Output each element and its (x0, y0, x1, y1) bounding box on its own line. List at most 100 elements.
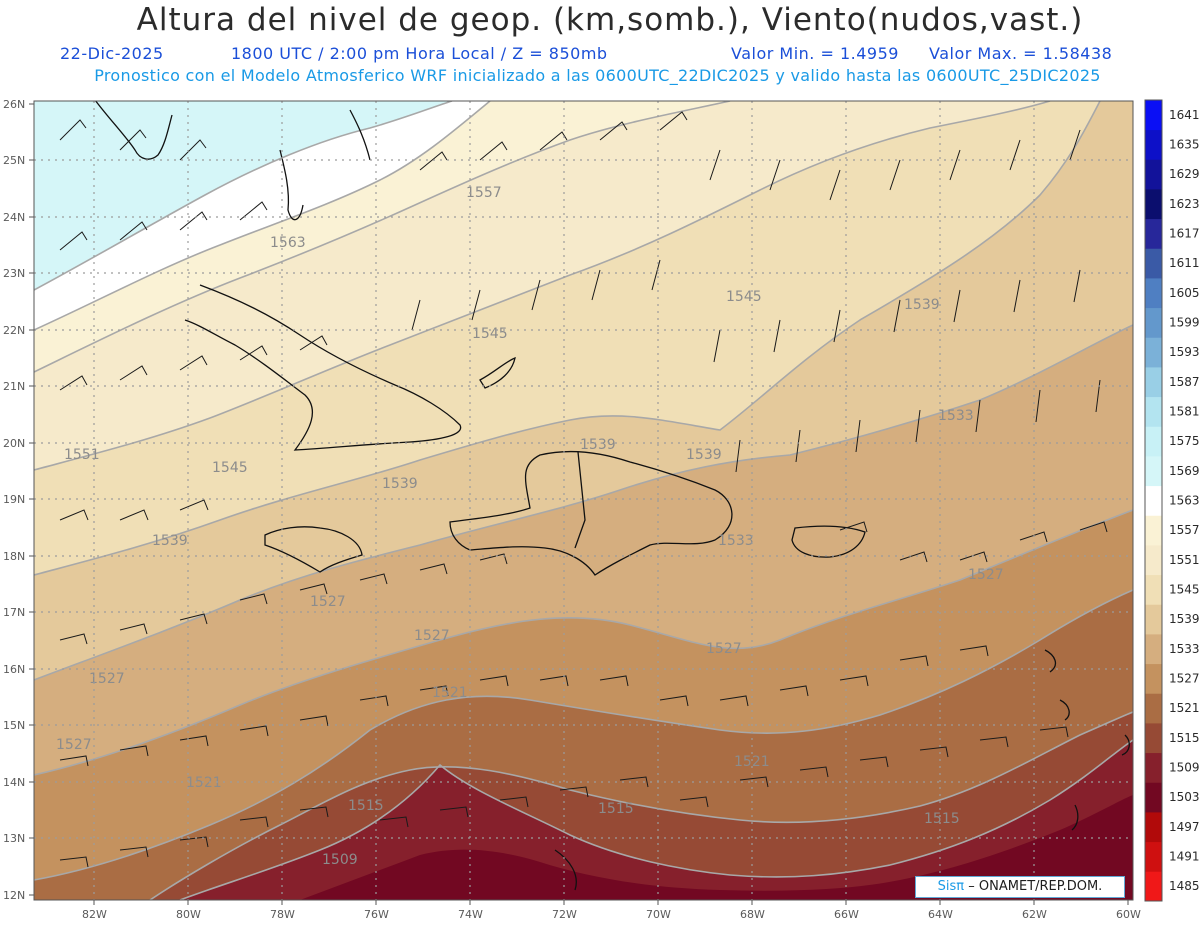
forecast-time-level: 1800 UTC / 2:00 pm Hora Local / Z = 850m… (231, 44, 608, 63)
contour-label: 1539 (904, 297, 940, 313)
lat-label: 18N (3, 550, 25, 563)
colorbar-label: 1635 (1169, 138, 1200, 152)
colorbar-label: 1587 (1169, 375, 1200, 389)
bahamas-eleuthera (349, 109, 371, 161)
lat-label: 15N (3, 719, 25, 732)
contour-label: 1527 (706, 641, 742, 657)
colorbar-label: 1605 (1169, 286, 1200, 300)
colorbar-swatch (1145, 100, 1162, 131)
lat-label: 25N (3, 154, 25, 167)
colorbar-label: 1485 (1169, 879, 1200, 893)
longitude-axis: 82W 80W 78W 76W 74W 72W 70W 68W 66W 64W … (82, 900, 1141, 921)
credit-box: Sisπ – ONAMET/REP.DOM. (915, 876, 1125, 898)
colorbar-label: 1509 (1169, 761, 1200, 775)
contour-label: 1539 (580, 437, 616, 453)
lon-label: 76W (364, 908, 389, 921)
colorbar-label: 1563 (1169, 494, 1200, 508)
colorbar-swatch (1145, 307, 1162, 338)
colorbar-label: 1629 (1169, 167, 1200, 181)
lesser-antilles (1044, 649, 1130, 831)
contour-label: 1539 (686, 447, 722, 463)
hispaniola (449, 450, 733, 576)
puerto-rico (791, 525, 866, 558)
colorbar-label: 1515 (1169, 731, 1200, 745)
colorbar-label: 1641 (1169, 108, 1200, 122)
contour-label: 1533 (718, 533, 754, 549)
colorbar-frame (1144, 99, 1163, 902)
colorbar-label: 1599 (1169, 316, 1200, 330)
colorbar-label: 1539 (1169, 612, 1200, 626)
colorbar-swatch (1145, 782, 1162, 813)
colorbar-swatch (1145, 159, 1162, 190)
lon-label: 60W (1116, 908, 1141, 921)
colorbar-swatch (1145, 871, 1162, 902)
colorbar-swatch (1145, 663, 1162, 694)
colorbar-label: 1545 (1169, 583, 1200, 597)
lat-label: 12N (3, 889, 25, 902)
lon-label: 62W (1022, 908, 1047, 921)
colorbar-swatch (1145, 545, 1162, 576)
colorbar-swatch (1145, 218, 1162, 249)
forecast-date: 22-Dic-2025 (60, 44, 164, 63)
lat-label: 20N (3, 437, 25, 450)
contour-label: 1539 (152, 533, 188, 549)
model-run-info: Pronostico con el Modelo Atmosferico WRF… (94, 66, 1101, 85)
lon-label: 80W (176, 908, 201, 921)
colorbar-label: 1533 (1169, 642, 1200, 656)
colorbar-swatch (1145, 396, 1162, 427)
colorbar-label: 1521 (1169, 701, 1200, 715)
colorbar-label: 1551 (1169, 553, 1200, 567)
colorbar: 1641 1635 1629 1623 1617 1611 1605 1599 1593 1587… (1144, 99, 1200, 902)
contour-label: 1527 (89, 671, 125, 687)
bahamas-andros (279, 149, 304, 221)
contour-label: 1545 (472, 326, 508, 342)
colorbar-swatch (1145, 574, 1162, 605)
lat-label: 21N (3, 380, 25, 393)
wind-barbs (59, 111, 1108, 868)
colorbar-swatch (1145, 723, 1162, 754)
colorbar-swatch (1145, 129, 1162, 160)
lat-label: 22N (3, 324, 25, 337)
colorbar-swatch (1145, 248, 1162, 279)
colorbar-swatch (1145, 337, 1162, 368)
lat-label: 14N (3, 776, 25, 789)
lon-label: 68W (740, 908, 765, 921)
lat-label: 26N (3, 98, 25, 111)
colorbar-label: 1623 (1169, 197, 1200, 211)
contour-label: 1515 (598, 801, 634, 817)
jamaica (264, 526, 363, 573)
colorbar-swatch (1145, 841, 1162, 872)
colorbar-swatch (1145, 604, 1162, 635)
contour-label: 1527 (56, 737, 92, 753)
height-field: 1557 1563 1545 1545 1539 1551 1545 1539 … (34, 101, 1133, 900)
colorbar-swatch (1145, 456, 1162, 487)
contour-label: 1563 (270, 235, 306, 251)
contour-label: 1509 (322, 852, 358, 868)
latitude-axis: 26N 25N 24N 23N 22N 21N 20N 19N 18N 17N … (3, 98, 34, 902)
contour-label: 1551 (64, 447, 100, 463)
lon-label: 64W (928, 908, 953, 921)
lon-label: 74W (458, 908, 483, 921)
lat-label: 13N (3, 832, 25, 845)
contour-label: 1521 (734, 754, 770, 770)
contour-label: 1515 (348, 798, 384, 814)
colorbar-swatch (1145, 515, 1162, 546)
lon-label: 70W (646, 908, 671, 921)
max-value: Valor Max. = 1.58438 (929, 44, 1113, 63)
contour-label: 1521 (186, 775, 222, 791)
lat-label: 19N (3, 493, 25, 506)
lon-label: 78W (270, 908, 295, 921)
contour-value-labels: 1557 1563 1545 1545 1539 1551 1545 1539 … (56, 185, 1004, 868)
map-title: Altura del nivel de geop. (km,somb.), Vi… (136, 2, 1084, 38)
colorbar-swatch (1145, 812, 1162, 843)
contour-label: 1515 (924, 811, 960, 827)
lon-label: 72W (552, 908, 577, 921)
colorbar-label: 1617 (1169, 227, 1200, 241)
colorbar-label: 1503 (1169, 790, 1200, 804)
colorbar-label: 1569 (1169, 464, 1200, 478)
lon-label: 66W (834, 908, 859, 921)
colorbar-swatch (1145, 634, 1162, 665)
contour-label: 1545 (212, 460, 248, 476)
plot-frame (33, 100, 1134, 901)
